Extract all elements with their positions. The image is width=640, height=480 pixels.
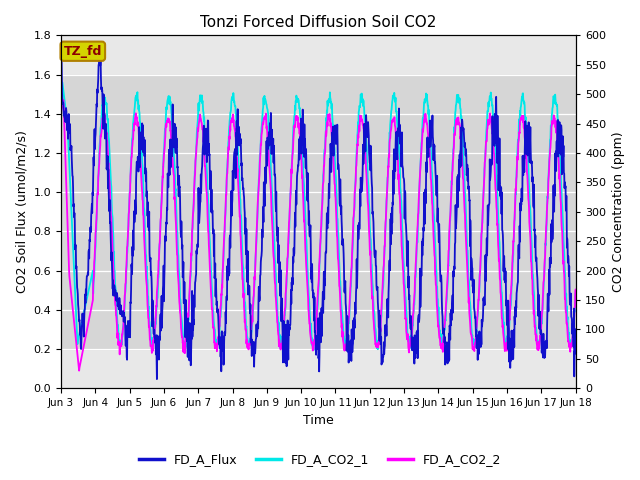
Y-axis label: CO2 Concentration (ppm): CO2 Concentration (ppm) [612,132,625,292]
Title: Tonzi Forced Diffusion Soil CO2: Tonzi Forced Diffusion Soil CO2 [200,15,436,30]
Y-axis label: CO2 Soil Flux (umol/m2/s): CO2 Soil Flux (umol/m2/s) [15,131,28,293]
Text: TZ_fd: TZ_fd [63,45,102,58]
Legend: FD_A_Flux, FD_A_CO2_1, FD_A_CO2_2: FD_A_Flux, FD_A_CO2_1, FD_A_CO2_2 [134,448,506,471]
Bar [61,74,575,349]
X-axis label: Time: Time [303,414,333,427]
